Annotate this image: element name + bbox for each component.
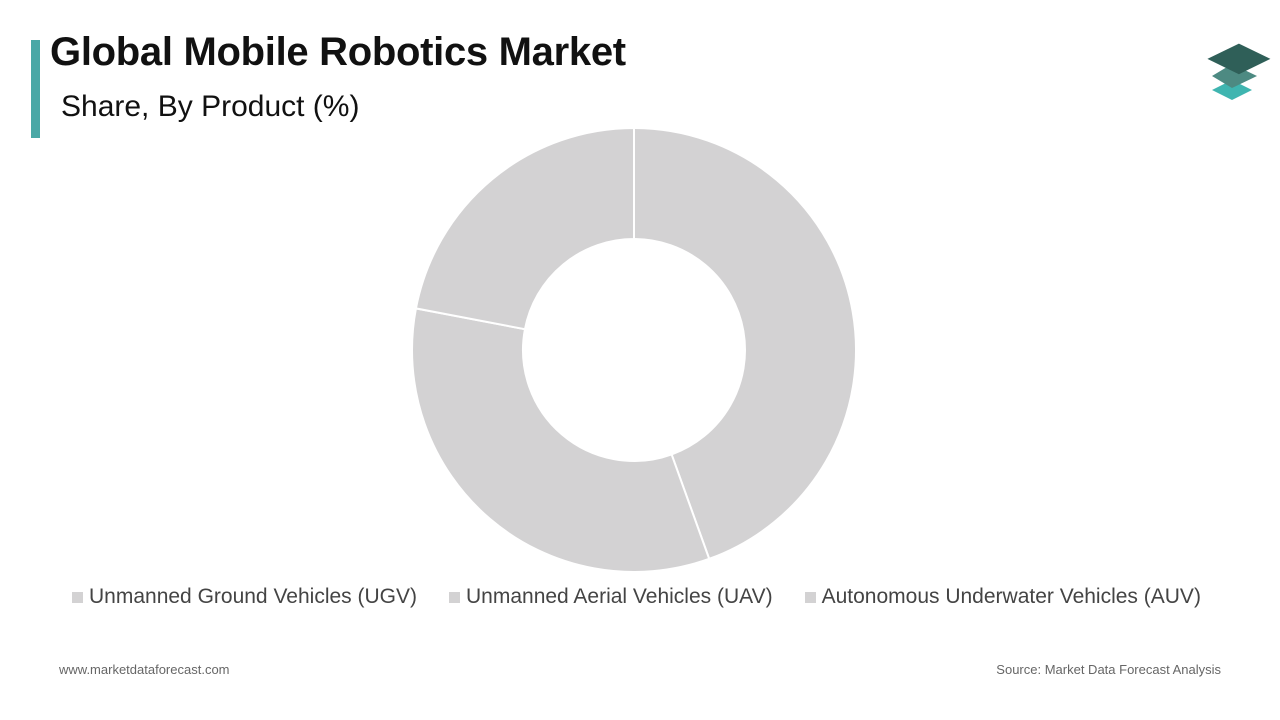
legend-label-uav: Unmanned Aerial Vehicles (UAV): [466, 585, 773, 608]
legend-swatch-uav: [449, 591, 460, 603]
legend-label-ugv: Unmanned Ground Vehicles (UGV): [89, 585, 417, 608]
legend-item-auv[interactable]: Autonomous Underwater Vehicles (AUV): [804, 585, 1201, 609]
donut-slices: [411, 126, 857, 573]
stacked-layers-icon: [1207, 43, 1271, 100]
logo-layer-top: [1207, 43, 1271, 75]
logo-layer-bottom: [1212, 80, 1252, 100]
donut-slice-auv[interactable]: [414, 126, 635, 331]
page-title: Global Mobile Robotics Market: [50, 30, 626, 74]
title-accent-bar: [31, 40, 40, 138]
donut-slice-uav[interactable]: [411, 307, 711, 573]
logo-layer-middle: [1212, 64, 1257, 88]
legend-item-uav[interactable]: Unmanned Aerial Vehicles (UAV): [449, 585, 773, 609]
website-link[interactable]: www.marketdataforecast.com: [59, 662, 230, 677]
chart-legend: Unmanned Ground Vehicles (UGV) Unmanned …: [72, 585, 1201, 609]
source-note: Source: Market Data Forecast Analysis: [996, 662, 1221, 677]
legend-swatch-auv: [804, 591, 816, 603]
page-subtitle: Share, By Product (%): [61, 90, 360, 123]
legend-item-ugv[interactable]: Unmanned Ground Vehicles (UGV): [72, 585, 417, 609]
legend-swatch-ugv: [72, 591, 83, 603]
donut-slice-ugv[interactable]: [633, 126, 857, 561]
legend-label-auv: Autonomous Underwater Vehicles (AUV): [821, 585, 1201, 608]
